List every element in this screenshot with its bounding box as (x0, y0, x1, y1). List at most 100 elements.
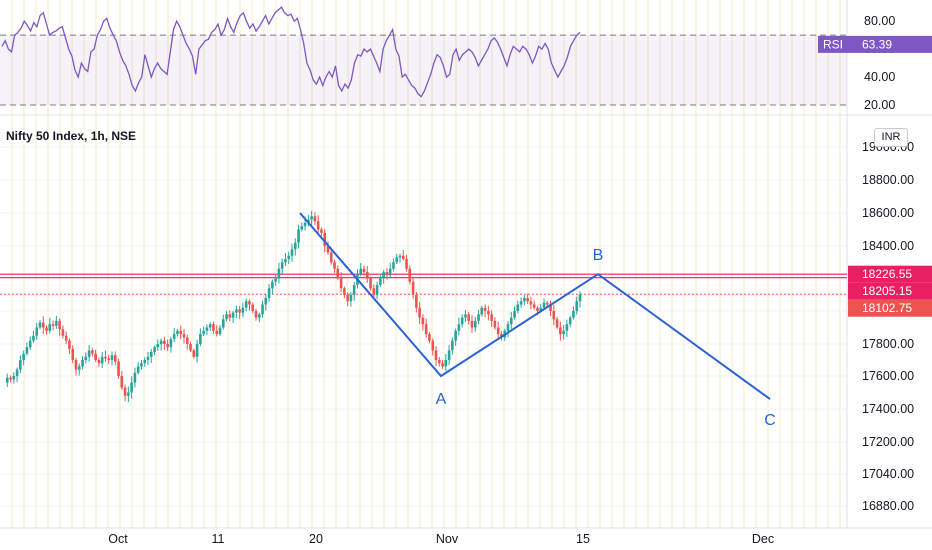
candle-body (431, 340, 435, 351)
candle-body (487, 311, 490, 315)
candle-body (140, 363, 143, 367)
candle-body (205, 327, 209, 331)
candle-body (176, 330, 179, 335)
candle-body (565, 324, 569, 331)
candle-body (185, 337, 189, 344)
horizontal-grid (0, 146, 847, 507)
time-tick-label: 11 (212, 532, 225, 546)
rsi-tick-label: 20.00 (864, 98, 895, 112)
candle-body (411, 281, 415, 295)
candle-body (248, 301, 251, 305)
candle-body (293, 242, 297, 250)
rsi-value-label: 63.39 (862, 37, 892, 51)
candle-body (257, 314, 261, 318)
candle-body (107, 358, 111, 360)
candle-body (254, 311, 258, 318)
candle-body (238, 309, 241, 313)
wave-point-label: C (764, 412, 776, 429)
candle-body (218, 327, 222, 335)
candle-body (15, 369, 19, 376)
candle-body (457, 324, 461, 331)
candle-body (516, 304, 520, 311)
price-tick-label: 17600.00 (862, 369, 914, 383)
time-tick-label: 15 (576, 532, 590, 546)
candle-body (117, 361, 120, 376)
candle-body (513, 311, 516, 318)
rsi-line (1, 6, 581, 98)
candle-body (287, 255, 291, 259)
candle-body (316, 221, 320, 230)
price-tag-value: 18102.75 (862, 301, 912, 315)
candle-body (199, 334, 202, 344)
candle-body (208, 324, 212, 328)
candle-body (385, 272, 389, 276)
candle-body (212, 324, 215, 331)
rsi-name-label: RSI (823, 37, 843, 51)
candle-body (81, 360, 84, 367)
candle-body (221, 319, 225, 328)
candle-body (28, 340, 32, 348)
candle-body (159, 340, 163, 344)
candle-body (493, 320, 497, 328)
price-tag (848, 299, 932, 317)
candle-body (320, 229, 323, 233)
candle-body (97, 360, 101, 364)
candle-body (375, 285, 379, 295)
candle-body (100, 356, 104, 364)
candle-body (365, 272, 369, 279)
candle-body (189, 344, 192, 351)
candle-body (539, 307, 543, 311)
candle-body (290, 249, 294, 256)
candle-body (575, 301, 579, 311)
candle-body (55, 320, 58, 326)
wave-point-label: B (593, 247, 604, 264)
candle-body (41, 322, 45, 328)
currency-badge[interactable]: INR (874, 128, 908, 147)
candle-body (346, 294, 349, 302)
candle-body (241, 307, 245, 313)
price-tick-label: 17200.00 (862, 435, 914, 449)
candle-body (87, 350, 91, 357)
rsi-tick-label: 40.00 (864, 70, 895, 84)
candle-body (127, 392, 130, 396)
candle-body (392, 262, 395, 269)
candle-body (77, 366, 81, 370)
candle-body (545, 302, 549, 305)
wave-path (299, 212, 771, 400)
candle-body (362, 268, 366, 272)
candle-body (434, 350, 438, 360)
candle-body (339, 278, 343, 289)
candle-body (71, 348, 75, 360)
candle-body (35, 327, 39, 336)
time-tick-label: Oct (108, 532, 128, 546)
candle-body (225, 314, 228, 320)
candle-body (523, 298, 526, 302)
candle-body (401, 255, 405, 259)
candle-body (562, 330, 565, 335)
candle-body (130, 382, 133, 393)
candle-body (460, 317, 464, 325)
time-tick-label: 20 (309, 532, 323, 546)
candle-body (251, 304, 255, 311)
candle-body (444, 360, 448, 367)
candle-body (202, 330, 205, 335)
candle-body (58, 320, 61, 330)
candle-body (133, 372, 137, 383)
candle-body (277, 268, 281, 279)
candle-body (578, 294, 582, 302)
candle-body (519, 301, 523, 305)
candle-body (271, 281, 274, 289)
candle-body (244, 301, 248, 308)
candle-body (231, 312, 235, 318)
horizontal-levels (0, 273, 847, 295)
candle-body (149, 352, 153, 357)
candle-body (300, 226, 304, 230)
candle-body (529, 301, 533, 305)
candle-body (182, 334, 186, 338)
candle-body (192, 350, 196, 357)
wave-drawing[interactable]: A B C (299, 212, 776, 429)
price-tag-value: 18205.15 (862, 284, 912, 298)
price-tick-label: 16880.00 (862, 499, 914, 513)
time-axis: Oct 11 20 Nov 15 Dec (108, 532, 774, 546)
